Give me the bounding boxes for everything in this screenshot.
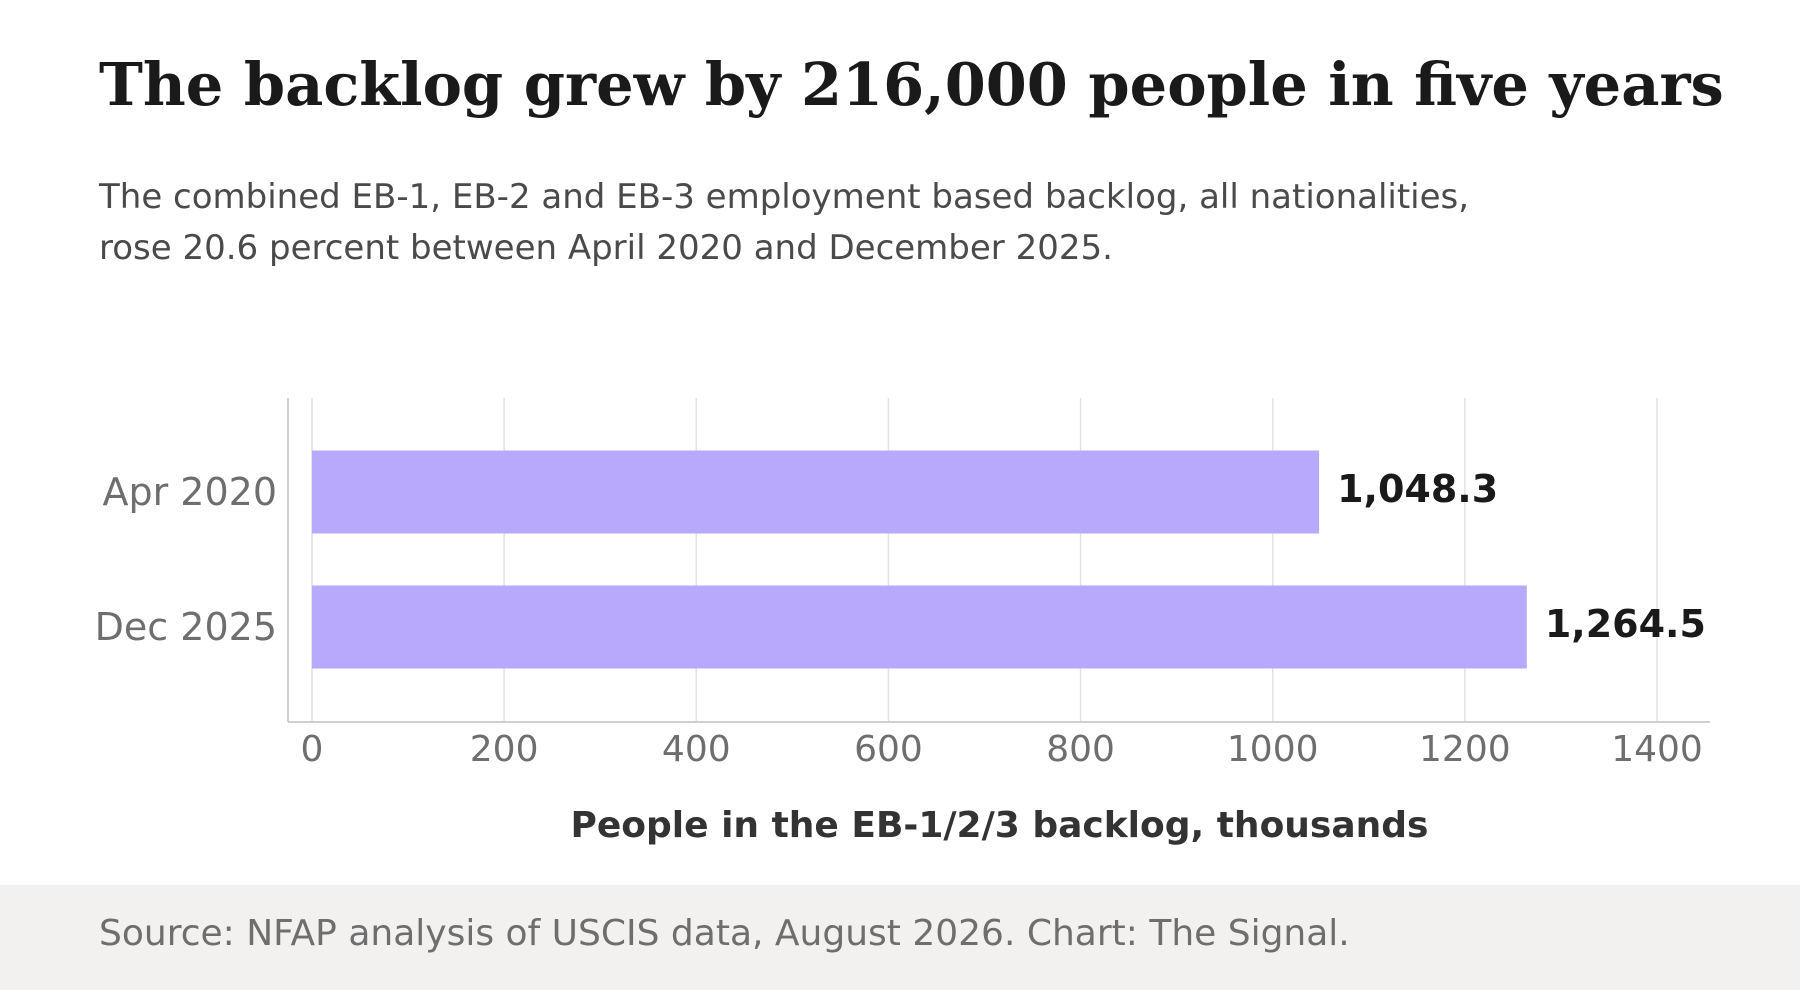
x-tick-label: 600 (854, 729, 923, 770)
x-tick-label: 800 (1046, 729, 1115, 770)
bar-apr-2020 (312, 450, 1320, 534)
footer: Source: NFAP analysis of USCIS data, Aug… (0, 885, 1800, 990)
chart-title: The backlog grew by 216,000 people in fi… (99, 50, 1724, 119)
x-tick-label: 200 (470, 729, 539, 770)
x-tick-label: 0 (301, 729, 324, 770)
chart-subtitle: The combined EB-1, EB-2 and EB-3 employm… (99, 177, 1470, 268)
x-tick-label: 400 (662, 729, 731, 770)
labels: 0 200 400 600 800 1000 1200 1400 Apr 2020 1,048.3… (95, 467, 1706, 846)
gridlines (311, 398, 1658, 722)
bars (312, 450, 1527, 669)
category-label: Dec 2025 (95, 605, 277, 649)
x-tick-label: 1000 (1227, 729, 1319, 770)
axes (287, 398, 1710, 723)
x-axis-title: People in the EB-1/2/3 backlog, thousand… (571, 805, 1429, 846)
value-label: 1,048.3 (1337, 467, 1498, 511)
x-tick-label: 1200 (1419, 729, 1511, 770)
source-note: Source: NFAP analysis of USCIS data, Aug… (99, 913, 1350, 954)
value-label: 1,264.5 (1545, 602, 1706, 646)
category-label: Apr 2020 (102, 470, 277, 514)
bar-dec-2025 (312, 585, 1527, 669)
bar-chart: 0 200 400 600 800 1000 1200 1400 Apr 2020 1,048.3… (95, 398, 1710, 846)
x-tick-label: 1400 (1611, 729, 1703, 770)
